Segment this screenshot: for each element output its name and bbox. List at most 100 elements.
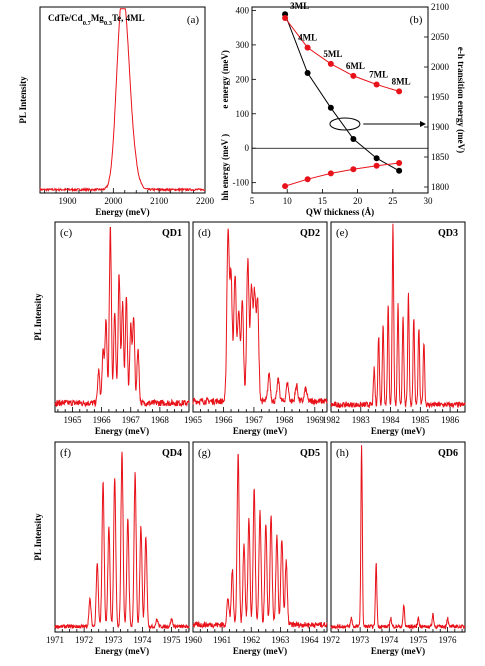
series-line-1: [284, 17, 400, 92]
panel-g: 1960 1961 1962 1963 1964 Energy (meV) (g) QD5: [184, 441, 328, 656]
x-tick-label: 1966: [93, 415, 112, 425]
x-tick-label: 1973: [351, 635, 370, 645]
y-tick-label: 300: [236, 40, 250, 50]
y2-axis-label: e-h transition energy (meV): [456, 47, 466, 153]
data-point: [304, 70, 311, 76]
x-axis-label: Energy (meV): [371, 646, 425, 656]
y2-tick-label: 1900: [431, 122, 450, 132]
x-tick-label: 1966: [214, 415, 233, 425]
panel-f: 1971 1972 1973 1974 1975 Energy (meV) PL Inten…: [33, 441, 190, 656]
x-tick-label: 1973: [104, 635, 123, 645]
y-axis-label: PL Intensity: [18, 76, 28, 124]
x-tick-label: 1975: [409, 635, 428, 645]
x-tick-label: 10: [283, 196, 293, 206]
y2-tick-label: 1800: [431, 182, 450, 192]
qd-label: QD3: [438, 228, 458, 239]
x-tick-label: 15: [318, 196, 328, 206]
data-point: [396, 167, 403, 174]
plot-frame: [54, 441, 190, 633]
point-label: 8ML: [392, 76, 411, 86]
x-axis-label: Energy (meV): [371, 426, 425, 436]
data-point: [327, 60, 334, 67]
point-label: 7ML: [369, 70, 388, 80]
qd-label: QD5: [300, 448, 320, 459]
data-point: [373, 162, 380, 169]
point-label: 3ML: [290, 1, 309, 11]
x-axis-label: Energy (meV): [233, 646, 287, 656]
spectrum-line-h: [330, 445, 466, 631]
x-tick-label: 1964: [301, 635, 320, 645]
x-tick-label: 1972: [322, 635, 340, 645]
data-point: [304, 176, 311, 183]
y2-tick-label: 2100: [431, 2, 450, 12]
x-tick-label: 1971: [46, 635, 64, 645]
y-axis-label: PL Intensity: [33, 293, 43, 341]
y-axis-label-bottom: hh energy (meV ): [220, 134, 230, 201]
x-tick-label: 1975: [163, 635, 182, 645]
x-tick-label: 1965: [63, 415, 82, 425]
qd-label: QD2: [300, 228, 320, 239]
data-point: [350, 166, 357, 173]
qd-label: QD4: [162, 448, 182, 459]
panel-label: (c): [60, 227, 73, 239]
x-tick-label: 25: [388, 196, 398, 206]
panel-d: 1965 1966 1967 1968 1969 Energy (meV) (d) QD2: [184, 221, 328, 436]
panel-label: (b): [410, 14, 423, 26]
panel-a-title: CdTe/Cd0.7Mg0.3Te, 4ML: [48, 13, 145, 27]
y2-tick-label: 2050: [431, 32, 450, 42]
x-tick-label: 1967: [245, 415, 264, 425]
y-tick-label: 400: [236, 5, 250, 15]
y-axis-label: PL Intensity: [33, 513, 43, 561]
plot-frame: [39, 6, 206, 194]
data-point: [350, 136, 357, 142]
x-tick-label: 1960: [184, 635, 203, 645]
arrow-head: [420, 121, 426, 127]
spectrum-line-g: [192, 453, 328, 630]
x-axis-label: Energy (meV): [95, 207, 149, 217]
x-tick-label: 20: [353, 196, 363, 206]
y2-tick-label: 1950: [431, 92, 450, 102]
x-tick-label: 1969: [306, 415, 325, 425]
data-point: [396, 160, 403, 167]
x-axis-label: QW thickness (Å): [306, 207, 374, 217]
x-tick-label: 1985: [411, 415, 430, 425]
x-tick-label: 5: [250, 196, 255, 206]
x-axis-label: Energy (meV): [95, 426, 149, 436]
panel-e: 1982 1983 1984 1985 1986 Energy (meV) (e) QD3: [322, 221, 466, 436]
x-axis-label: Energy (meV): [233, 426, 287, 436]
title-part: 0.7: [83, 20, 92, 27]
data-point: [373, 81, 380, 88]
x-tick-label: 1974: [133, 635, 152, 645]
panel-a: 1900 2000 2100 2200 Energy (meV) PL Intensity…: [18, 6, 215, 217]
x-tick-label: 1974: [380, 635, 399, 645]
panel-label: (h): [336, 447, 349, 459]
x-tick-label: 2100: [150, 196, 169, 206]
x-tick-label: 1986: [441, 415, 460, 425]
x-tick-label: 1976: [439, 635, 458, 645]
x-tick-label: 1972: [75, 635, 93, 645]
x-tick-label: 2000: [104, 196, 123, 206]
plot-frame: [251, 6, 429, 194]
plot-frame: [54, 221, 190, 413]
x-tick-label: 30: [424, 196, 434, 206]
data-point: [282, 183, 289, 190]
spectrum-line-c: [54, 227, 190, 408]
spectrum-line-f: [54, 451, 190, 630]
panel-label: (e): [336, 227, 349, 239]
x-tick-label: 1967: [122, 415, 141, 425]
title-part: Mg: [91, 13, 104, 23]
point-label: 5ML: [323, 49, 342, 59]
y-tick-label: 100: [236, 109, 250, 119]
plot-frame: [330, 441, 466, 633]
annotation-ellipse: [329, 117, 361, 131]
series-line-2: [284, 162, 400, 187]
panel-label: (g): [198, 447, 211, 459]
data-point: [327, 104, 334, 111]
x-tick-label: 1968: [151, 415, 170, 425]
y-tick-label: 200: [236, 74, 250, 84]
data-point: [327, 170, 334, 177]
panel-label: (f): [60, 447, 71, 459]
y2-tick-label: 2000: [431, 62, 450, 72]
